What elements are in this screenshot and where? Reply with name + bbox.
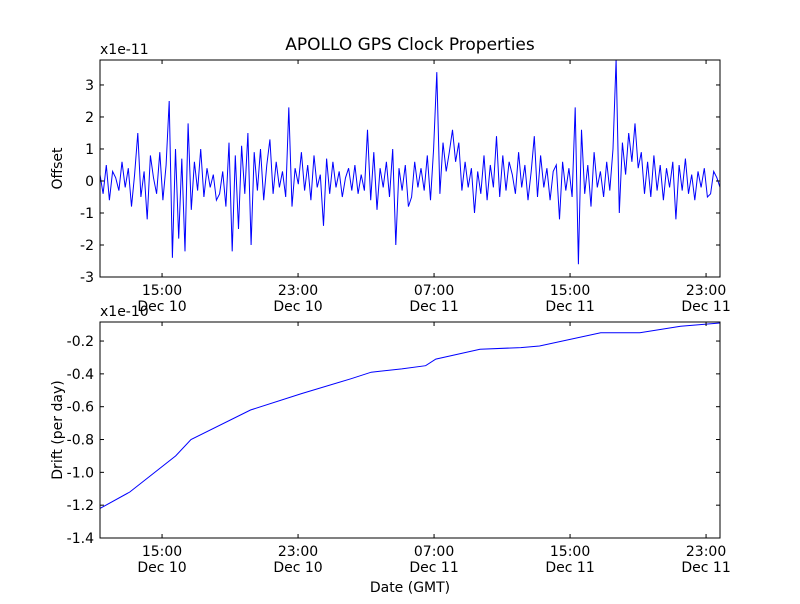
x-tick-label-date: Dec 11 [681, 299, 730, 315]
axes-frame [99, 59, 721, 278]
x-tick-label-date: Dec 11 [545, 560, 594, 576]
y-tick-label: -0.2 [67, 334, 94, 350]
y-tick-label: -2 [80, 238, 94, 254]
x-tick-label-date: Dec 10 [273, 560, 322, 576]
drift-series-line [100, 322, 720, 509]
x-tick-label-time: 15:00 [142, 283, 182, 299]
x-tick-label-date: Dec 10 [137, 299, 186, 315]
x-tick-label-time: 23:00 [686, 544, 726, 560]
x-axis-label: Date (GMT) [370, 580, 450, 596]
x-tick-label-date: Dec 11 [409, 299, 458, 315]
y-tick-label: 2 [85, 110, 94, 126]
x-tick-label-time: 23:00 [686, 283, 726, 299]
x-tick-label-time: 23:00 [278, 283, 318, 299]
y-tick-label: -1.2 [67, 498, 94, 514]
y-tick-label: -3 [80, 270, 94, 286]
x-tick-label-date: Dec 11 [545, 299, 594, 315]
y-tick-label: 0 [85, 174, 94, 190]
y-tick-label: -0.6 [67, 400, 94, 416]
offset-series-line [100, 60, 720, 265]
y-tick-label: -0.8 [67, 433, 94, 449]
x-tick-label-time: 07:00 [414, 283, 454, 299]
axis-scale-label: x1e-10 [100, 304, 149, 320]
x-tick-label-date: Dec 11 [409, 560, 458, 576]
y-axis-label: Drift (per day) [50, 380, 66, 479]
chart-title: APOLLO GPS Clock Properties [285, 35, 535, 55]
x-tick-label-time: 07:00 [414, 544, 454, 560]
x-tick-label-time: 15:00 [550, 283, 590, 299]
y-tick-label: -1.4 [67, 531, 94, 547]
y-tick-label: -1 [80, 206, 94, 222]
x-tick-label-time: 15:00 [142, 544, 182, 560]
y-tick-label: -0.4 [67, 367, 94, 383]
x-tick-label-date: Dec 11 [681, 560, 730, 576]
y-axis-label: Offset [50, 147, 66, 190]
x-tick-label-time: 15:00 [550, 544, 590, 560]
x-tick-label-date: Dec 10 [273, 299, 322, 315]
axis-scale-label: x1e-11 [100, 42, 149, 58]
x-tick-label-time: 23:00 [278, 544, 318, 560]
y-tick-label: 1 [85, 142, 94, 158]
x-tick-label-date: Dec 10 [137, 560, 186, 576]
axes-frame [99, 321, 721, 539]
y-tick-label: -1.0 [67, 465, 94, 481]
y-tick-label: 3 [85, 78, 94, 94]
